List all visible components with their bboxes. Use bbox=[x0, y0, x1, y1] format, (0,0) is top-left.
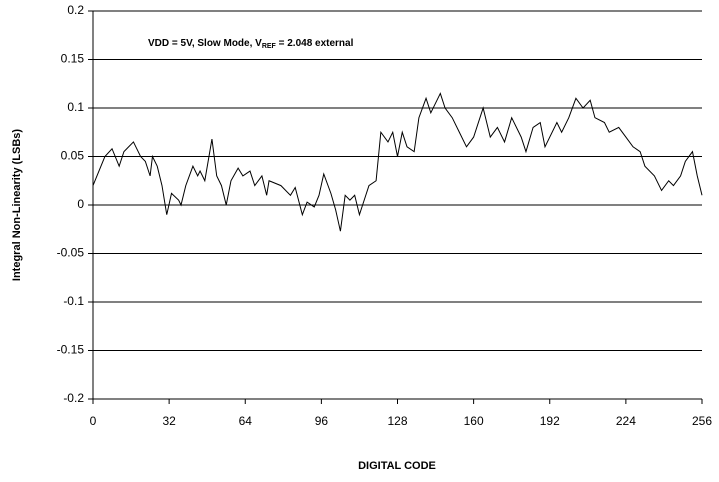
y-tick-label: -0.1 bbox=[63, 294, 84, 308]
y-tick-label: -0.2 bbox=[63, 391, 84, 405]
x-tick-label: 192 bbox=[540, 414, 560, 428]
x-axis-title: DIGITAL CODE bbox=[358, 460, 436, 472]
y-axis-title: Integral Non-Linearity (LSBs) bbox=[11, 129, 23, 282]
x-tick-label: 224 bbox=[616, 414, 636, 428]
x-tick-label: 160 bbox=[464, 414, 484, 428]
x-tick-label: 0 bbox=[90, 414, 97, 428]
x-tick-label: 128 bbox=[387, 414, 407, 428]
y-tick-label: -0.15 bbox=[57, 343, 85, 357]
x-tick-label: 256 bbox=[692, 414, 712, 428]
data-line bbox=[92, 92, 703, 232]
x-tick-label: 96 bbox=[315, 414, 329, 428]
y-tick-label: 0.1 bbox=[67, 100, 84, 114]
annotation-text: VDD = 5V, Slow Mode, V bbox=[148, 38, 262, 49]
annotation-subscript: REF bbox=[262, 43, 277, 50]
y-tick-label: 0.05 bbox=[61, 149, 85, 163]
y-tick-label: 0.15 bbox=[61, 52, 85, 66]
annotation-text: = 2.048 external bbox=[276, 38, 354, 49]
x-tick-label: 32 bbox=[162, 414, 176, 428]
y-tick-label: 0 bbox=[77, 197, 84, 211]
x-tick-label: 64 bbox=[239, 414, 253, 428]
y-tick-label: 0.2 bbox=[67, 3, 84, 17]
y-tick-label: -0.05 bbox=[57, 246, 85, 260]
annotation: VDD = 5V, Slow Mode, VREF = 2.048 extern… bbox=[148, 38, 354, 50]
